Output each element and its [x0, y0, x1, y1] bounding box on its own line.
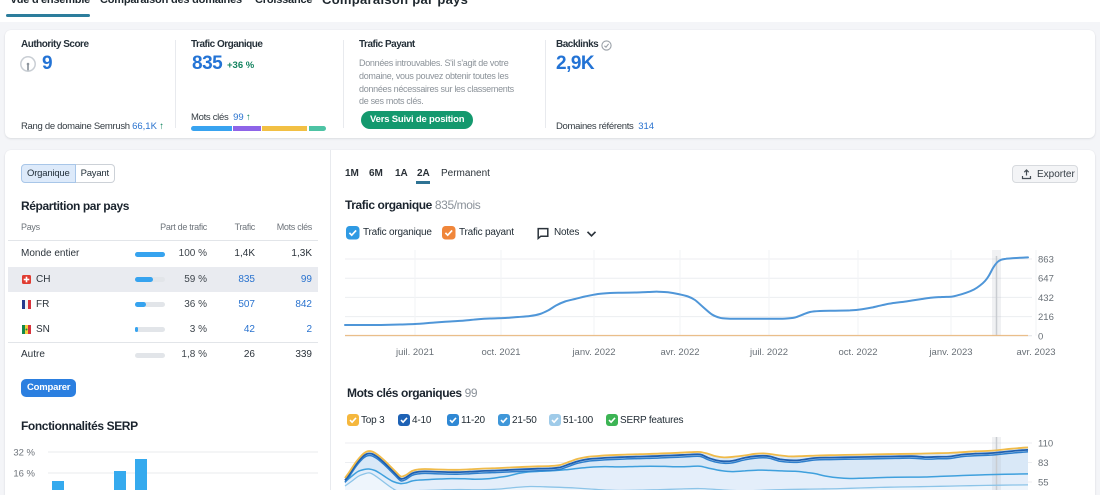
svg-text:110: 110 — [1038, 439, 1053, 450]
svg-text:647: 647 — [1038, 274, 1054, 285]
svg-text:avr. 2022: avr. 2022 — [660, 347, 699, 358]
svg-text:32 %: 32 % — [13, 448, 35, 459]
svg-text:863: 863 — [1038, 255, 1054, 266]
svg-text:oct. 2021: oct. 2021 — [481, 347, 520, 358]
svg-text:juil. 2021: juil. 2021 — [395, 347, 434, 358]
svg-text:avr. 2023: avr. 2023 — [1016, 347, 1055, 358]
svg-text:55: 55 — [1038, 478, 1049, 489]
svg-text:janv. 2022: janv. 2022 — [571, 347, 615, 358]
svg-text:janv. 2023: janv. 2023 — [928, 347, 972, 358]
svg-text:432: 432 — [1038, 293, 1054, 304]
svg-text:83: 83 — [1038, 458, 1049, 469]
svg-text:216: 216 — [1038, 312, 1054, 323]
svg-text:juil. 2022: juil. 2022 — [749, 347, 788, 358]
svg-text:0: 0 — [1038, 331, 1043, 342]
svg-text:oct. 2022: oct. 2022 — [838, 347, 877, 358]
svg-text:16 %: 16 % — [13, 469, 35, 480]
